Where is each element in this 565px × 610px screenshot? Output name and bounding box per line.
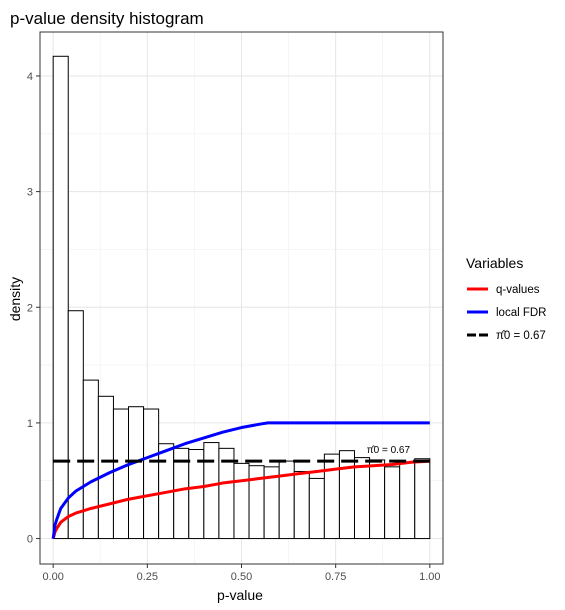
legend-title: Variables <box>466 255 523 271</box>
y-tick-label: 2 <box>27 302 33 314</box>
histogram-bar <box>82 379 99 540</box>
x-tick-label: 1.00 <box>419 571 440 583</box>
histogram-bar <box>308 477 325 540</box>
histogram-bar <box>128 406 145 540</box>
series-line-local-fdr <box>51 421 430 539</box>
series-line-q-values <box>51 459 430 539</box>
chart-title: p-value density histogram <box>10 9 204 28</box>
x-axis: 0.00 0.25 0.50 0.75 1.00 <box>42 564 441 583</box>
histogram-bars <box>52 55 431 540</box>
histogram-bar <box>384 466 401 540</box>
legend-label: local FDR <box>496 307 546 319</box>
histogram-bar <box>353 457 371 540</box>
histogram-bar <box>203 442 220 540</box>
legend: Variables q-values local FDR π̂0 = 0.67 <box>466 255 546 342</box>
histogram-bar <box>323 453 340 540</box>
histogram-bar <box>112 408 130 540</box>
histogram-bar <box>293 470 310 540</box>
x-tick-label: 0.25 <box>137 571 158 583</box>
legend-label: q-values <box>496 284 540 296</box>
y-tick-label: 0 <box>27 534 33 546</box>
histogram-bar <box>369 459 386 540</box>
y-axis-title: density <box>7 277 23 321</box>
histogram-bar <box>188 449 205 540</box>
histogram-bar <box>143 408 160 540</box>
annotation: π̂0 = 0.67 <box>367 444 411 456</box>
histogram-bar <box>97 395 114 540</box>
y-tick-label: 4 <box>27 71 33 83</box>
x-tick-label: 0.50 <box>231 571 252 583</box>
histogram-bar <box>233 462 250 540</box>
series-lines <box>51 421 430 539</box>
histogram-bar <box>52 55 69 540</box>
histogram-bar <box>338 450 355 540</box>
pi0-annotation: π̂0 = 0.67 <box>367 444 411 456</box>
histogram-bar <box>414 458 431 540</box>
y-axis: 0 1 2 3 4 <box>27 71 40 546</box>
histogram-bar <box>248 465 265 540</box>
histogram-bar <box>399 461 416 540</box>
y-tick-label: 1 <box>27 418 33 430</box>
plot-panel: π̂0 = 0.67 <box>39 31 444 565</box>
legend-label: π̂0 = 0.67 <box>496 330 546 342</box>
x-axis-title: p-value <box>217 587 263 603</box>
x-tick-label: 0.75 <box>325 571 346 583</box>
y-tick-label: 3 <box>27 187 33 199</box>
histogram-bar <box>67 310 84 540</box>
x-tick-label: 0.00 <box>42 571 63 583</box>
histogram-bar <box>278 460 295 540</box>
